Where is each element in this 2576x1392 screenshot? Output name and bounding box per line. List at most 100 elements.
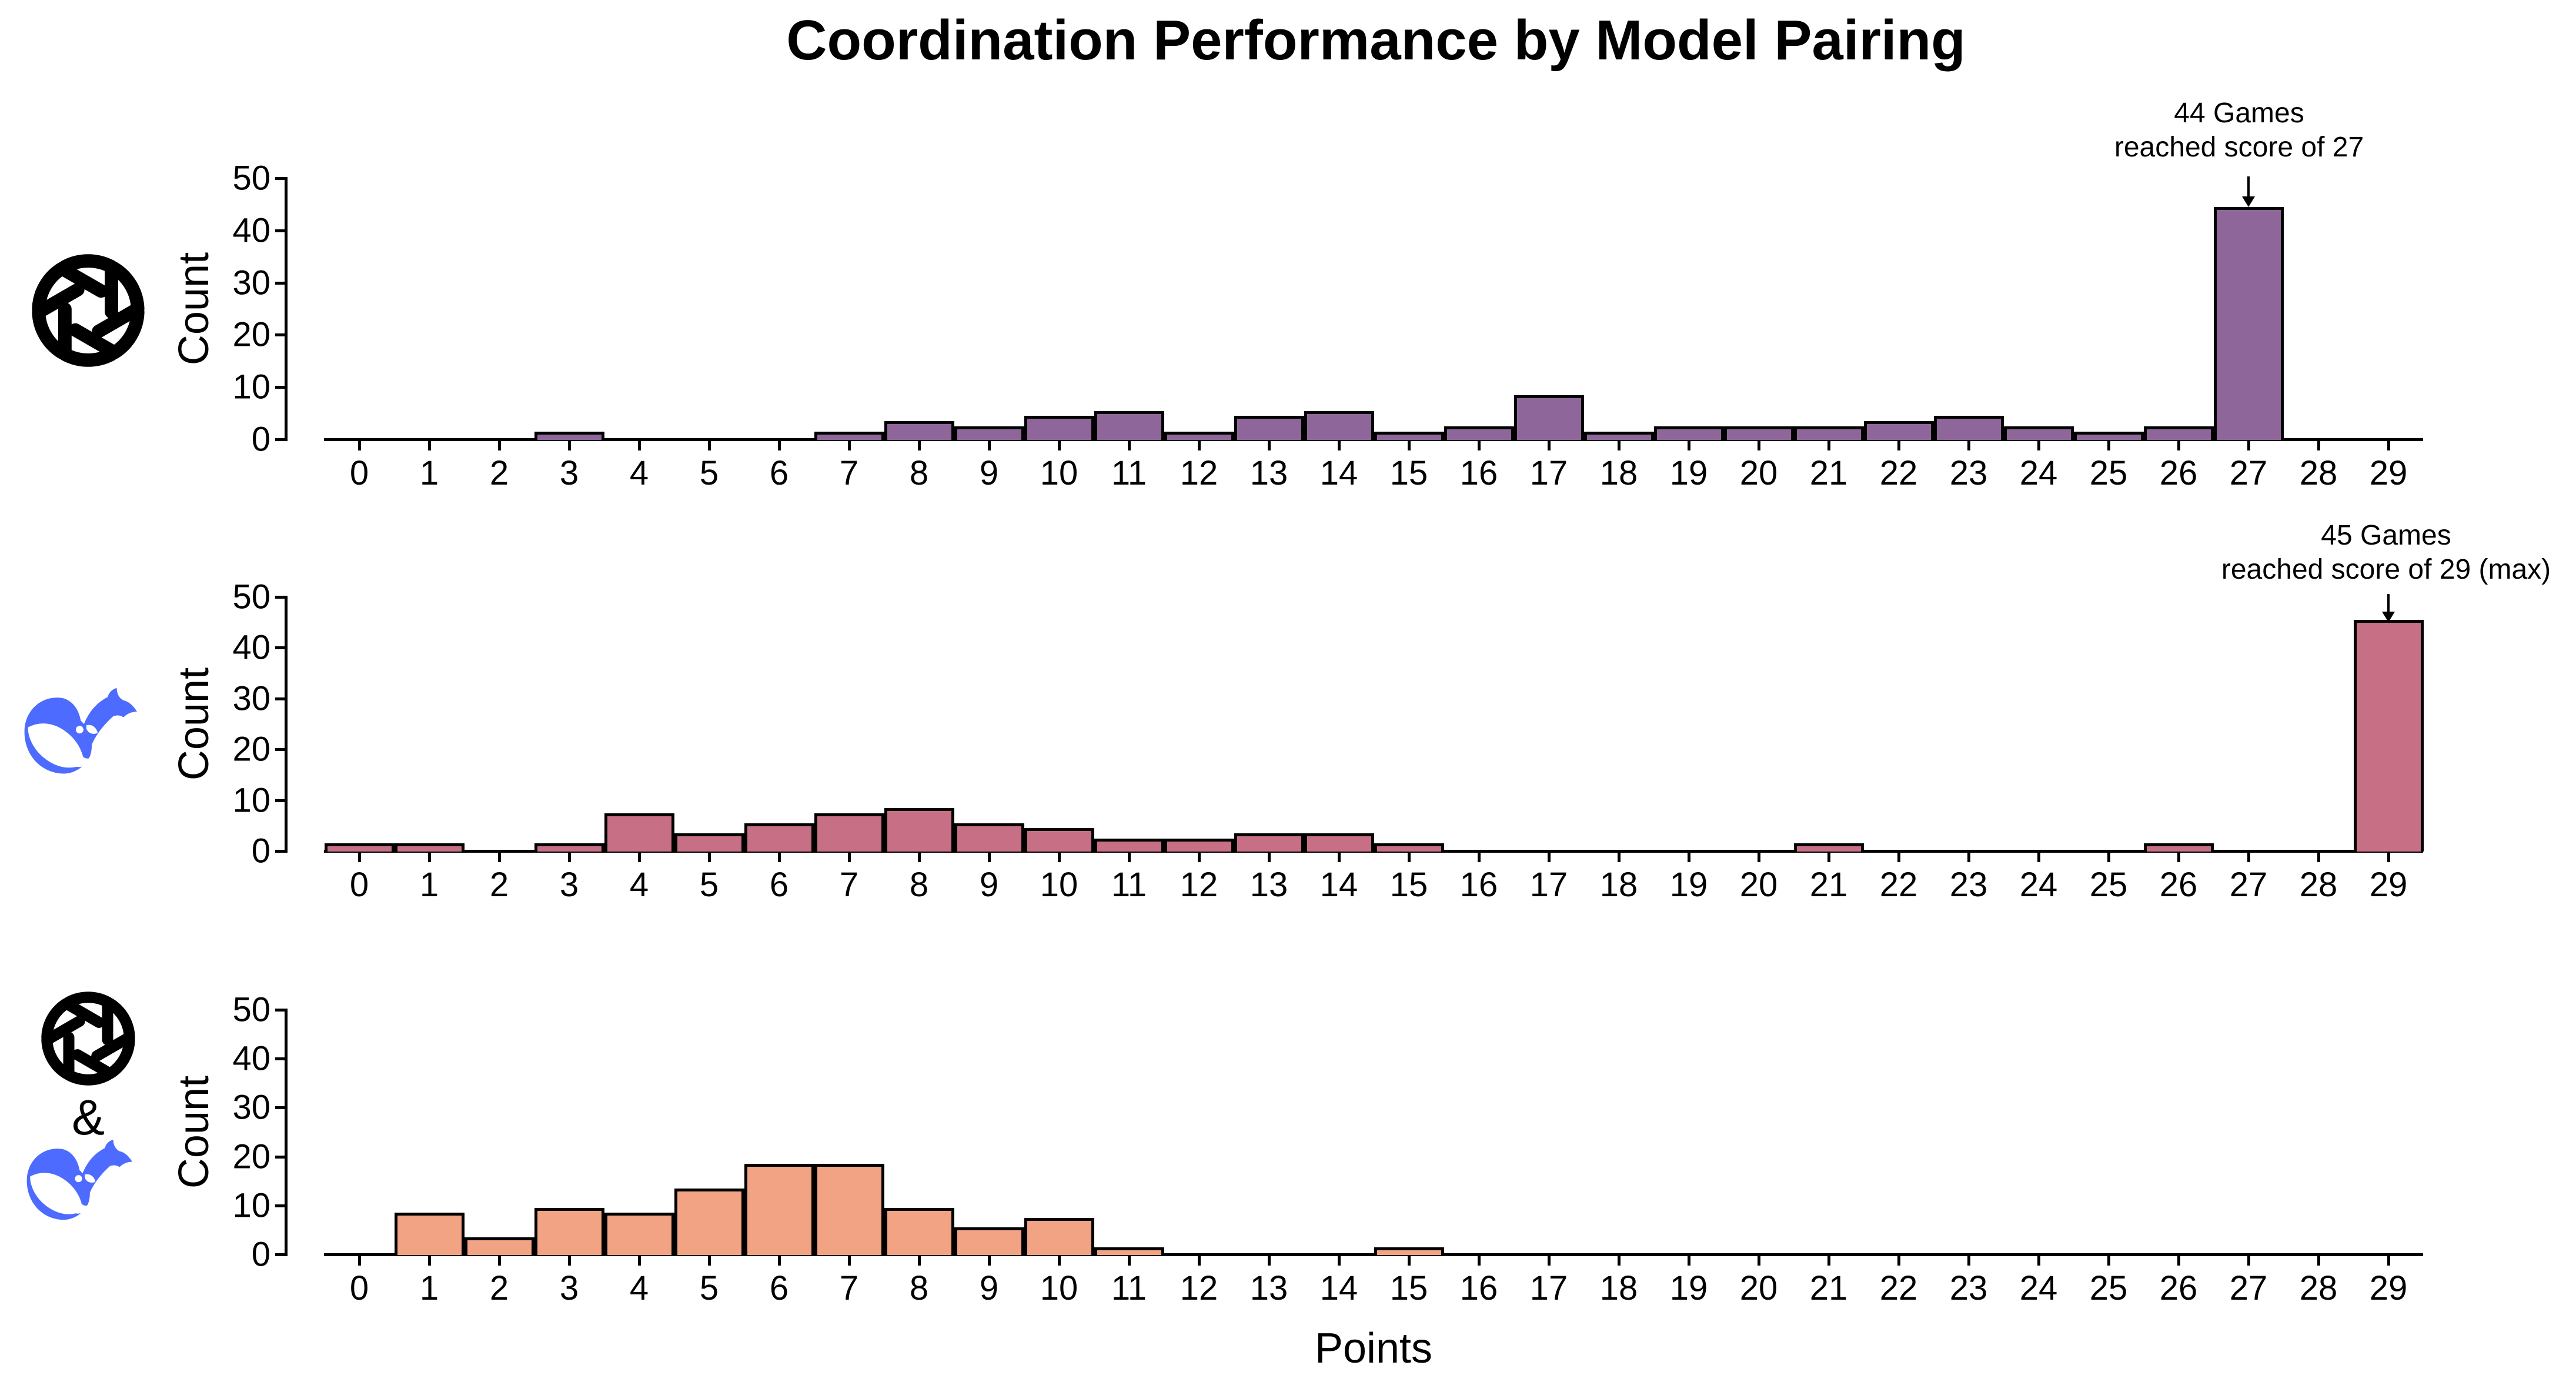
x-tick-mark <box>568 853 571 862</box>
x-tick-label: 27 <box>2229 1269 2268 1307</box>
histogram-bar <box>604 1213 674 1255</box>
x-tick-mark <box>1408 853 1411 862</box>
x-tick-mark <box>2387 853 2390 862</box>
x-tick-mark <box>1688 441 1690 450</box>
y-tick-mark <box>275 177 285 180</box>
x-tick-label: 19 <box>1669 866 1708 904</box>
histogram-bar <box>814 1164 884 1255</box>
histogram-bar <box>1793 426 1864 440</box>
x-tick-label: 14 <box>1319 454 1358 492</box>
x-tick-label: 29 <box>2369 454 2408 492</box>
histogram-bar <box>1933 416 2004 440</box>
x-tick-mark <box>1758 853 1760 862</box>
x-tick-label: 12 <box>1180 1269 1218 1307</box>
x-tick-label: 15 <box>1389 454 1428 492</box>
x-tick-mark <box>778 853 781 862</box>
y-tick-label: 50 <box>232 990 270 1029</box>
chart-title: Coordination Performance by Model Pairin… <box>786 9 1966 72</box>
histogram-bar <box>814 432 884 440</box>
x-tick-mark <box>1827 853 1830 862</box>
x-tick-label: 1 <box>419 454 439 492</box>
y-tick-label: 30 <box>232 263 270 302</box>
x-tick-mark <box>848 441 851 450</box>
x-tick-label: 15 <box>1389 1269 1428 1307</box>
histogram-bar <box>1024 416 1094 440</box>
x-tick-mark <box>1827 441 1830 450</box>
x-tick-label: 1 <box>419 866 439 904</box>
annotation-arrow-head <box>2242 196 2255 207</box>
y-tick-mark <box>275 1106 285 1110</box>
x-tick-label: 17 <box>1529 1269 1568 1307</box>
x-tick-mark <box>1478 441 1481 450</box>
histogram-bar <box>1094 411 1164 440</box>
y-tick-label: 40 <box>232 628 270 667</box>
x-tick-mark <box>1548 441 1551 450</box>
histogram-bar <box>2143 426 2214 440</box>
x-tick-mark <box>2317 853 2320 862</box>
x-tick-mark <box>1618 1256 1621 1266</box>
y-tick-label: 50 <box>232 159 270 198</box>
histogram-bar <box>464 1237 534 1255</box>
x-tick-mark <box>988 1256 991 1266</box>
x-tick-label: 3 <box>559 1269 579 1307</box>
x-tick-label: 25 <box>2089 1269 2128 1307</box>
x-tick-mark <box>498 853 501 862</box>
x-tick-mark <box>848 1256 851 1266</box>
x-tick-label: 18 <box>1599 1269 1638 1307</box>
x-tick-mark <box>1758 1256 1760 1266</box>
x-tick-label: 29 <box>2369 1269 2408 1307</box>
openai-logo-icon <box>41 992 135 1086</box>
y-tick-mark <box>275 850 285 853</box>
x-tick-label: 7 <box>839 866 859 904</box>
histogram-bar <box>1304 411 1374 440</box>
x-tick-mark <box>708 853 711 862</box>
x-tick-label: 3 <box>559 454 579 492</box>
y-tick-mark <box>275 333 285 337</box>
x-tick-label: 26 <box>2159 866 2198 904</box>
x-tick-mark <box>1268 1256 1271 1266</box>
x-tick-label: 5 <box>699 1269 719 1307</box>
x-tick-label: 26 <box>2159 454 2198 492</box>
x-tick-mark <box>568 1256 571 1266</box>
x-tick-mark <box>1338 853 1341 862</box>
x-tick-mark <box>988 853 991 862</box>
x-tick-mark <box>778 441 781 450</box>
x-tick-label: 3 <box>559 866 579 904</box>
x-tick-mark <box>498 1256 501 1266</box>
x-tick-label: 25 <box>2089 454 2128 492</box>
x-tick-label: 5 <box>699 866 719 904</box>
x-tick-mark <box>1338 1256 1341 1266</box>
x-tick-label: 28 <box>2299 866 2338 904</box>
x-tick-mark <box>1618 853 1621 862</box>
y-tick-label: 0 <box>251 832 270 870</box>
x-tick-mark <box>1338 441 1341 450</box>
x-tick-label: 18 <box>1599 454 1638 492</box>
x-tick-mark <box>1897 441 1900 450</box>
x-tick-label: 19 <box>1669 454 1708 492</box>
x-tick-mark <box>988 441 991 450</box>
histogram-bar <box>744 823 814 852</box>
y-tick-label: 10 <box>232 1186 270 1225</box>
x-tick-mark <box>1897 853 1900 862</box>
histogram-bar <box>1513 395 1584 440</box>
x-tick-label: 23 <box>1949 1269 1988 1307</box>
histogram-bar <box>1094 839 1164 852</box>
x-tick-label: 27 <box>2229 866 2268 904</box>
x-tick-label: 4 <box>629 866 649 904</box>
x-tick-mark <box>2107 441 2110 450</box>
y-tick-mark <box>275 438 285 441</box>
x-tick-label: 20 <box>1739 454 1778 492</box>
x-tick-mark <box>918 441 921 450</box>
x-axis-label: Points <box>1314 1325 1433 1372</box>
histogram-bar <box>324 843 395 852</box>
x-tick-label: 24 <box>2019 866 2058 904</box>
x-tick-mark <box>708 441 711 450</box>
x-tick-label: 28 <box>2299 454 2338 492</box>
histogram-bar <box>2213 207 2284 440</box>
x-tick-mark <box>638 1256 641 1266</box>
x-tick-mark <box>2247 441 2250 450</box>
x-tick-mark <box>2387 1256 2390 1266</box>
y-axis-spine <box>285 1009 288 1256</box>
x-tick-label: 23 <box>1949 454 1988 492</box>
histogram-bar <box>534 843 604 852</box>
